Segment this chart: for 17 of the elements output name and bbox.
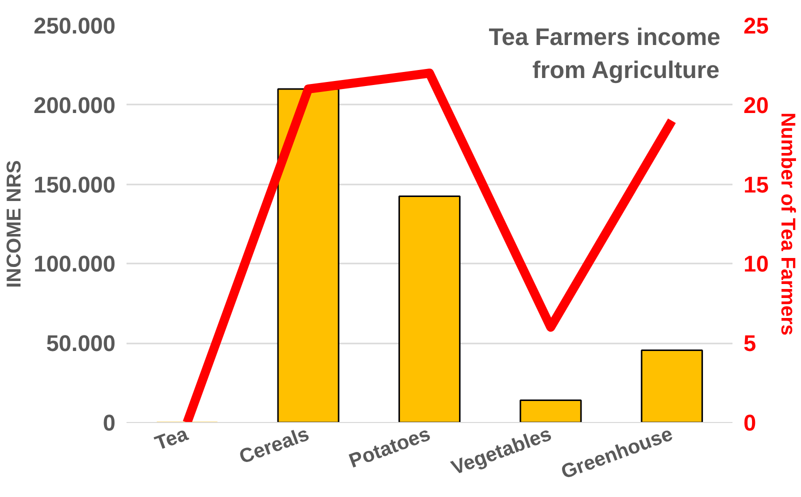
y2-tick-label: 0 bbox=[744, 410, 756, 436]
y2-tick-label: 5 bbox=[744, 330, 756, 356]
y2-axis-title: Number of Tea Farmers bbox=[776, 112, 799, 336]
text: Tea Farmers income from Agriculture bbox=[488, 24, 720, 84]
y2-tick-label: 10 bbox=[744, 250, 769, 277]
y2-tick-label: 20 bbox=[744, 92, 769, 118]
x-tick-label: Tea bbox=[152, 422, 192, 456]
y-axis-title: INCOME NRS bbox=[4, 160, 26, 288]
y-tick-label: 100.000 bbox=[34, 250, 116, 277]
y-tick-label: 200.000 bbox=[34, 92, 116, 118]
y-tick-label: 250.000 bbox=[34, 12, 116, 38]
y-tick-label: 0 bbox=[102, 410, 116, 436]
x-tick-label: Cereals bbox=[236, 423, 312, 469]
y-tick-label: 150.000 bbox=[34, 171, 116, 198]
y2-tick-label: 15 bbox=[744, 171, 769, 198]
y-tick-label: 50.000 bbox=[46, 330, 116, 356]
y2-tick-label: 25 bbox=[744, 12, 769, 38]
